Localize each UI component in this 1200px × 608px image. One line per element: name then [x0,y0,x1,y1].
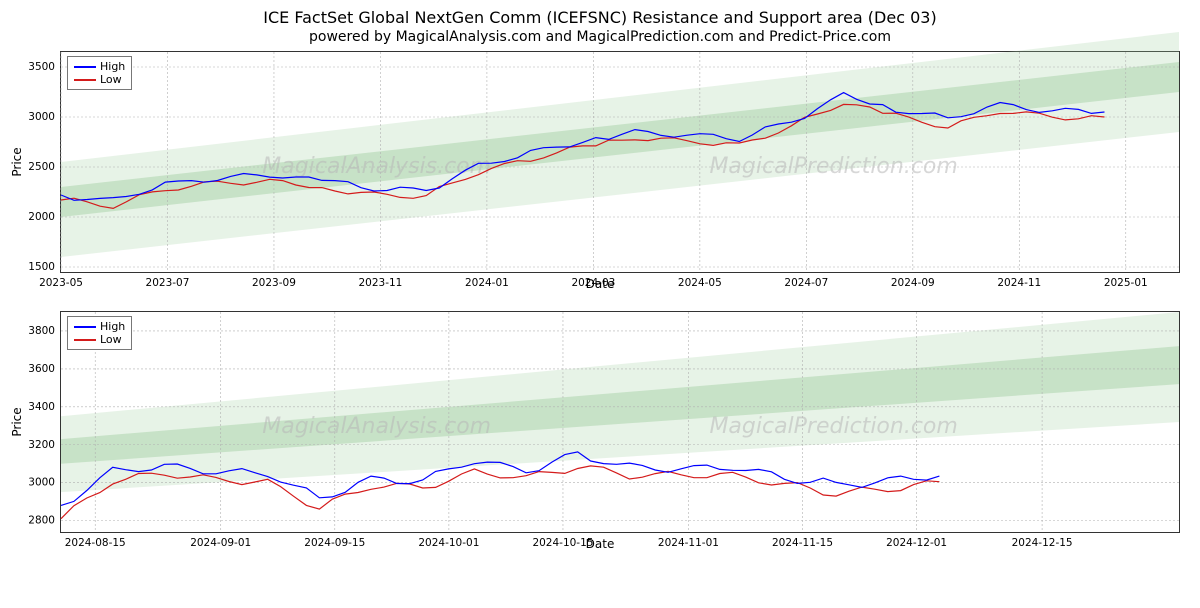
chart-subtitle: powered by MagicalAnalysis.com and Magic… [0,29,1200,45]
legend-label-high: High [100,320,125,333]
svg-text:2024-03: 2024-03 [571,277,615,289]
legend-bottom: High Low [67,316,132,350]
svg-text:2025-01: 2025-01 [1104,277,1148,289]
svg-text:2024-12-01: 2024-12-01 [886,537,947,549]
svg-text:2023-09: 2023-09 [252,277,296,289]
svg-text:3600: 3600 [28,363,55,375]
svg-text:2024-05: 2024-05 [678,277,722,289]
svg-text:2023-05: 2023-05 [39,277,83,289]
svg-text:2024-11-15: 2024-11-15 [772,537,833,549]
legend-swatch-low [74,339,96,341]
svg-text:3800: 3800 [28,325,55,337]
bottom-chart-ylabel: Price [10,407,24,436]
svg-text:2024-01: 2024-01 [465,277,509,289]
svg-text:2024-10-01: 2024-10-01 [418,537,479,549]
svg-text:2024-07: 2024-07 [784,277,828,289]
svg-text:2024-09-15: 2024-09-15 [304,537,365,549]
bottom-chart-svg: 2800300032003400360038002024-08-152024-0… [61,312,1179,532]
svg-text:MagicalPrediction.com: MagicalPrediction.com [709,414,957,439]
svg-text:1500: 1500 [28,261,55,273]
top-chart-ylabel: Price [10,147,24,176]
svg-text:2024-09-01: 2024-09-01 [190,537,251,549]
svg-text:2023-07: 2023-07 [146,277,190,289]
top-chart-svg: 150020002500300035002023-052023-072023-0… [61,52,1179,272]
svg-text:3400: 3400 [28,401,55,413]
svg-text:2024-09: 2024-09 [891,277,935,289]
svg-text:2023-11: 2023-11 [358,277,402,289]
svg-text:3500: 3500 [28,61,55,73]
svg-text:3000: 3000 [28,111,55,123]
svg-text:3200: 3200 [28,439,55,451]
svg-text:2024-08-15: 2024-08-15 [65,537,126,549]
svg-text:2024-12-15: 2024-12-15 [1012,537,1073,549]
svg-text:2024-10-15: 2024-10-15 [532,537,593,549]
legend: High Low [67,56,132,90]
svg-text:MagicalAnalysis.com: MagicalAnalysis.com [262,414,491,439]
svg-text:2000: 2000 [28,211,55,223]
top-chart: Price 150020002500300035002023-052023-07… [60,51,1180,273]
svg-text:3000: 3000 [28,477,55,489]
legend-swatch-high [74,326,96,328]
chart-title: ICE FactSet Global NextGen Comm (ICEFSNC… [0,8,1200,27]
legend-label-low: Low [100,73,122,86]
legend-label-high: High [100,60,125,73]
svg-text:2024-11-01: 2024-11-01 [658,537,719,549]
svg-text:2500: 2500 [28,161,55,173]
svg-text:MagicalPrediction.com: MagicalPrediction.com [709,154,957,179]
legend-swatch-low [74,79,96,81]
bottom-chart: Price 2800300032003400360038002024-08-15… [60,311,1180,533]
legend-swatch-high [74,66,96,68]
legend-label-low: Low [100,333,122,346]
svg-text:2800: 2800 [28,515,55,527]
svg-text:2024-11: 2024-11 [997,277,1041,289]
